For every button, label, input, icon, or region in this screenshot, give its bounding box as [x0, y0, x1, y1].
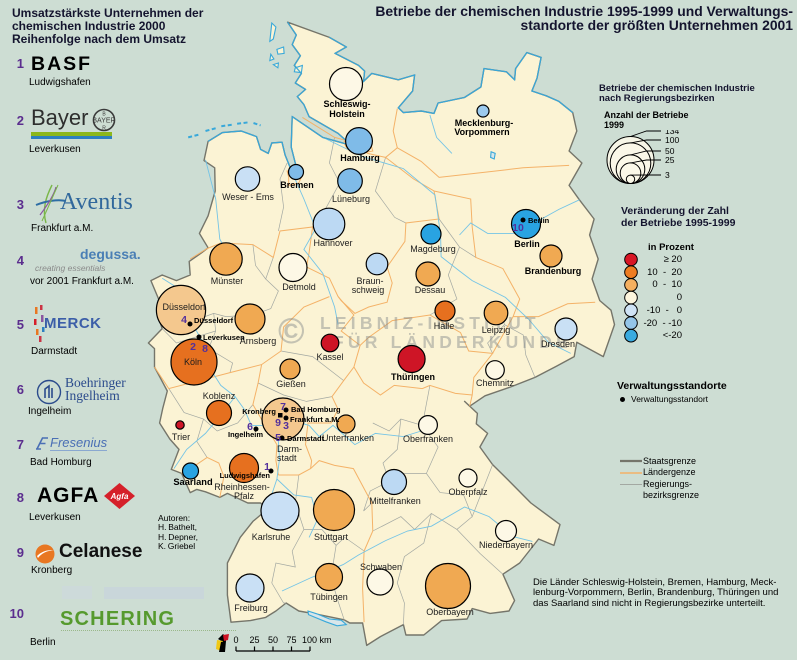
svg-text:Ingelheim: Ingelheim — [228, 430, 263, 439]
svg-text:Oberpfalz: Oberpfalz — [448, 487, 488, 497]
svg-text:134: 134 — [665, 130, 679, 136]
svg-text:Düsseldorf: Düsseldorf — [162, 302, 206, 312]
svg-text:7: 7 — [280, 401, 286, 413]
svg-text:9: 9 — [275, 417, 281, 429]
svg-text:25: 25 — [249, 635, 259, 645]
svg-text:Halle: Halle — [434, 321, 455, 331]
svg-text:Leipzig: Leipzig — [482, 325, 511, 335]
svg-text:schweig: schweig — [352, 285, 385, 295]
svg-text:Oberbayern: Oberbayern — [426, 607, 474, 617]
svg-text:Stuttgart: Stuttgart — [314, 532, 349, 542]
svg-text:Thüringen: Thüringen — [391, 372, 435, 382]
svg-text:Mecklenburg-: Mecklenburg- — [455, 118, 514, 128]
svg-text:Bad Homburg: Bad Homburg — [291, 405, 341, 414]
svg-text:Düsseldorf: Düsseldorf — [194, 316, 234, 325]
svg-text:Dessau: Dessau — [415, 285, 446, 295]
svg-text:Hannover: Hannover — [313, 238, 352, 248]
svg-text:Vorpommern: Vorpommern — [454, 127, 509, 137]
svg-text:Magdeburg: Magdeburg — [410, 244, 456, 254]
svg-text:Berlin: Berlin — [514, 239, 540, 249]
svg-text:Kassel: Kassel — [316, 352, 343, 362]
svg-text:Frankfurt a.M.: Frankfurt a.M. — [290, 415, 340, 424]
svg-text:2: 2 — [190, 341, 196, 353]
svg-text:Oberfranken: Oberfranken — [403, 434, 453, 444]
svg-text:Koblenz: Koblenz — [203, 391, 236, 401]
svg-text:Detmold: Detmold — [282, 282, 316, 292]
svg-text:50: 50 — [665, 146, 675, 156]
svg-text:50: 50 — [268, 635, 278, 645]
svg-text:100: 100 — [665, 135, 679, 145]
svg-text:stadt: stadt — [277, 453, 297, 463]
svg-text:Dresden: Dresden — [541, 339, 575, 349]
svg-text:LEIBNIZ-INSTITUT: LEIBNIZ-INSTITUT — [320, 313, 540, 333]
svg-text:©: © — [278, 310, 305, 351]
svg-text:Schwaben: Schwaben — [360, 562, 402, 572]
svg-text:75: 75 — [286, 635, 296, 645]
svg-text:Tübingen: Tübingen — [310, 592, 348, 602]
svg-text:Weser - Ems: Weser - Ems — [222, 192, 274, 202]
svg-text:Bremen: Bremen — [280, 180, 314, 190]
svg-text:1: 1 — [264, 461, 270, 473]
svg-text:5: 5 — [275, 432, 281, 444]
svg-text:3: 3 — [283, 420, 289, 432]
svg-text:100 km: 100 km — [302, 635, 332, 645]
svg-text:B: B — [102, 112, 106, 118]
svg-text:Trier: Trier — [172, 432, 190, 442]
svg-text:8: 8 — [202, 343, 208, 355]
svg-text:25: 25 — [665, 155, 675, 165]
svg-text:Saarland: Saarland — [173, 477, 213, 487]
svg-text:Berlin: Berlin — [528, 216, 550, 225]
svg-text:Niederbayern: Niederbayern — [479, 540, 533, 550]
svg-text:Agfa: Agfa — [110, 492, 129, 501]
svg-text:Holstein: Holstein — [329, 109, 365, 119]
svg-text:Unterfranken: Unterfranken — [322, 433, 374, 443]
svg-text:0: 0 — [233, 635, 238, 645]
svg-text:6: 6 — [247, 421, 253, 433]
svg-text:Rheinhessen-: Rheinhessen- — [214, 482, 270, 492]
svg-text:Münster: Münster — [211, 276, 244, 286]
svg-text:Brandenburg: Brandenburg — [525, 266, 582, 276]
svg-text:Darm-: Darm- — [277, 444, 302, 454]
svg-text:Kronberg: Kronberg — [242, 407, 276, 416]
svg-text:3: 3 — [665, 170, 670, 180]
svg-text:Schleswig-: Schleswig- — [323, 99, 370, 109]
svg-text:Chemnitz: Chemnitz — [476, 378, 515, 388]
svg-text:10: 10 — [512, 222, 524, 234]
svg-text:Gießen: Gießen — [276, 379, 306, 389]
svg-text:Braun-: Braun- — [356, 276, 383, 286]
svg-text:Pfalz: Pfalz — [234, 491, 255, 501]
svg-text:Mittelfranken: Mittelfranken — [369, 496, 421, 506]
svg-text:BAYER: BAYER — [92, 118, 115, 125]
svg-text:4: 4 — [181, 314, 187, 326]
svg-text:Darmstadt: Darmstadt — [287, 434, 325, 443]
svg-text:Leverkusen: Leverkusen — [203, 333, 245, 342]
svg-text:R: R — [102, 126, 106, 132]
svg-text:Hamburg: Hamburg — [340, 153, 380, 163]
svg-text:FÜR LÄNDERKUNDE: FÜR LÄNDERKUNDE — [333, 332, 572, 352]
svg-text:Köln: Köln — [184, 357, 202, 367]
svg-text:Lüneburg: Lüneburg — [332, 194, 370, 204]
svg-text:Arnsberg: Arnsberg — [240, 336, 277, 346]
svg-text:Freiburg: Freiburg — [234, 603, 268, 613]
svg-text:Ludwigshafen: Ludwigshafen — [220, 471, 271, 480]
svg-text:Karlsruhe: Karlsruhe — [252, 532, 291, 542]
